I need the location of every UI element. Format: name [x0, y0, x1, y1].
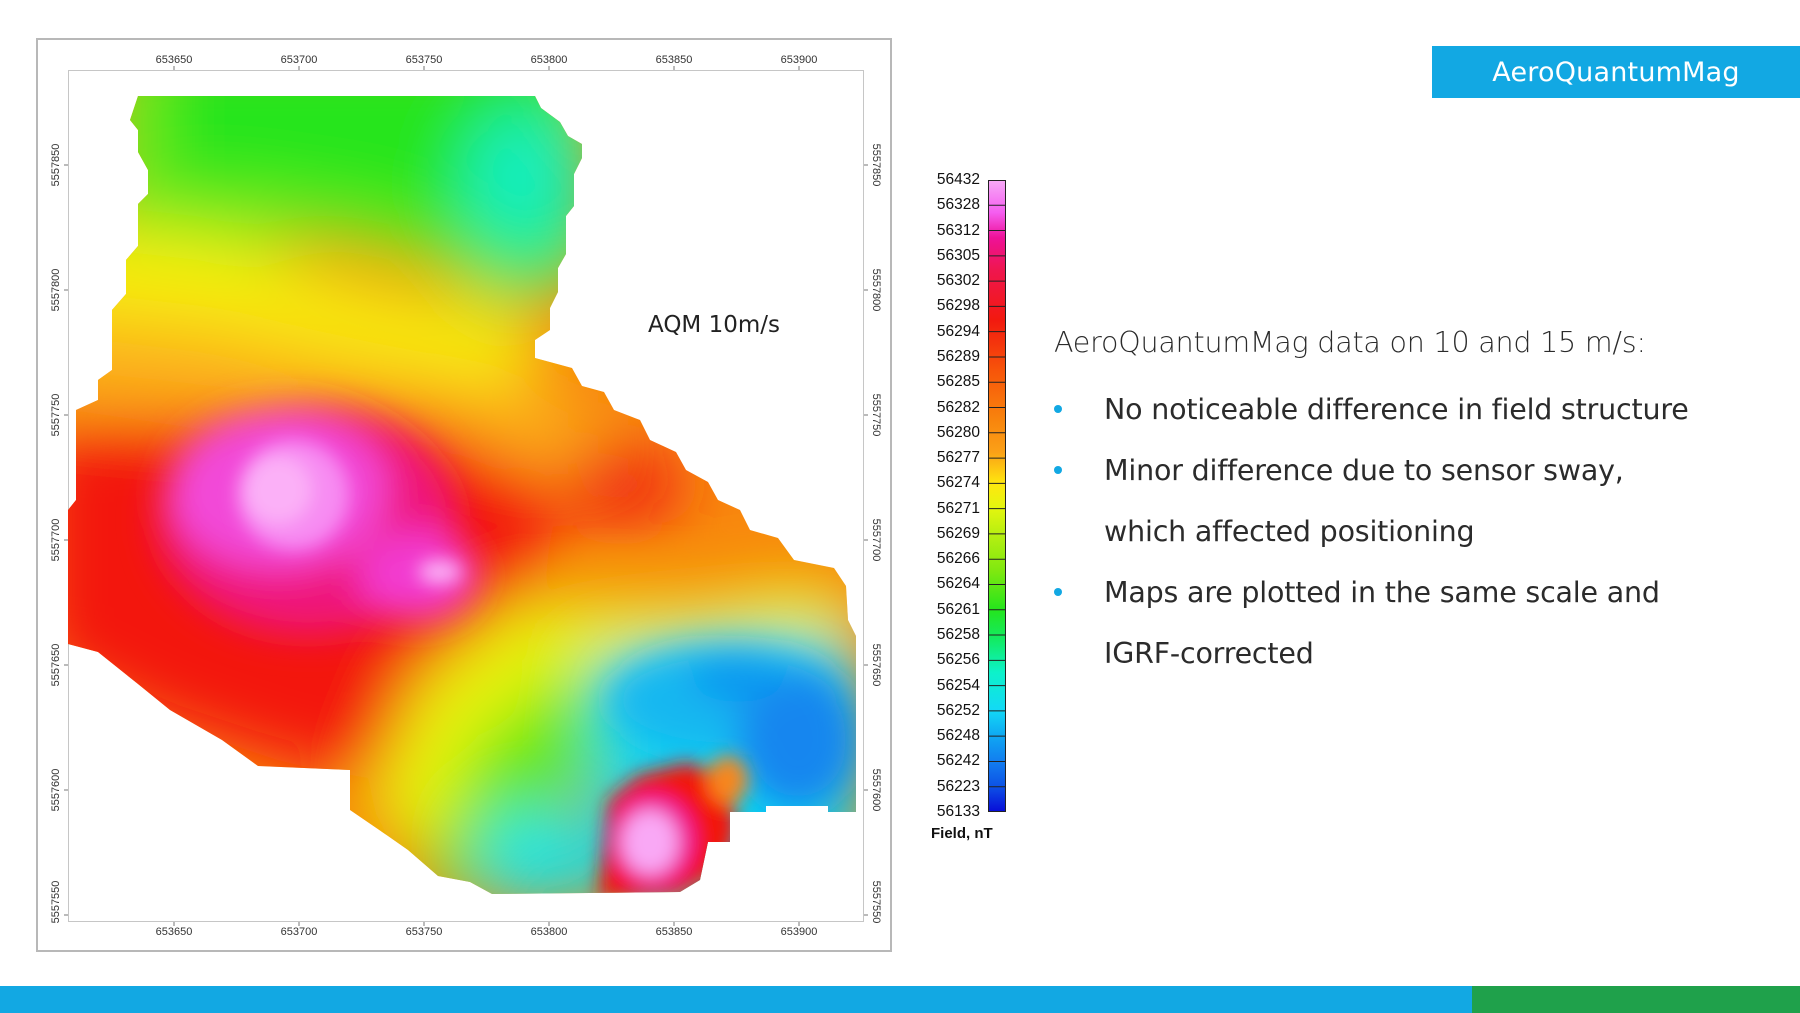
x-tick-label: 653750 [405, 926, 443, 938]
color-scale-bar [988, 180, 1006, 812]
color-scale-value: 56261 [936, 600, 980, 618]
magnetic-field-surface [64, 66, 868, 926]
x-tick-label: 653850 [655, 54, 693, 66]
bullet-dot-icon [1054, 588, 1062, 596]
bullet-item: No noticeable difference in field struct… [1054, 379, 1754, 440]
color-scale-value: 56242 [936, 752, 980, 770]
color-scale-ticks [988, 204, 1006, 788]
map-plot-area [68, 70, 864, 922]
y-tick-label: 5557600 [50, 768, 62, 812]
y-tick-label: 5557700 [870, 518, 882, 562]
color-scale-title: Field, nT [931, 825, 993, 842]
color-scale-value: 56280 [936, 423, 980, 441]
color-scale-value: 56277 [936, 449, 980, 467]
color-scale-value: 56274 [936, 474, 980, 492]
bullet-item: Minor difference due to sensor sway, whi… [1054, 440, 1754, 562]
color-scale-value: 56269 [936, 524, 980, 542]
color-scale-value: 56254 [936, 676, 980, 694]
color-scale-value: 56223 [936, 777, 980, 795]
color-scale-value: 56282 [936, 398, 980, 416]
x-tick-label: 653850 [655, 926, 693, 938]
summary-text: AeroQuantumMag data on 10 and 15 m/s: No… [1054, 326, 1754, 684]
y-tick-label: 5557600 [870, 768, 882, 812]
bullet-text: Minor difference due to sensor sway, whi… [1104, 454, 1624, 548]
color-scale-value: 56271 [936, 499, 980, 517]
x-tick-label: 653650 [155, 54, 193, 66]
y-tick-label: 5557800 [870, 268, 882, 312]
x-tick-label: 653750 [405, 54, 443, 66]
y-tick-label: 5557750 [870, 393, 882, 437]
y-tick-label: 5557850 [870, 143, 882, 187]
y-tick-label: 5557700 [50, 518, 62, 562]
color-scale-value: 56289 [936, 347, 980, 365]
color-scale-value: 56312 [936, 221, 980, 239]
bullet-text: Maps are plotted in the same scale and I… [1104, 576, 1660, 670]
x-tick-label: 653800 [530, 926, 568, 938]
map-annotation: AQM 10m/s [648, 312, 780, 338]
brand-tag: AeroQuantumMag [1432, 46, 1800, 98]
summary-heading: AeroQuantumMag data on 10 and 15 m/s: [1054, 326, 1646, 359]
y-tick-label: 5557650 [870, 643, 882, 687]
bullet-list: No noticeable difference in field struct… [1054, 379, 1754, 684]
color-scale-value: 56256 [936, 651, 980, 669]
color-scale-value: 56298 [936, 297, 980, 315]
color-scale-value: 56305 [936, 246, 980, 264]
color-scale-value: 56133 [936, 803, 980, 820]
y-tick-label: 5557750 [50, 393, 62, 437]
x-tick-label: 653900 [780, 926, 818, 938]
y-tick-label: 5557550 [870, 880, 882, 924]
color-scale-value: 56302 [936, 272, 980, 290]
color-scale-value: 56248 [936, 727, 980, 745]
map-axis-ticks [64, 66, 868, 926]
field-map: 653650 653700 653750 653800 653850 65390… [36, 38, 892, 952]
x-tick-label: 653800 [530, 54, 568, 66]
y-tick-label: 5557850 [50, 143, 62, 187]
color-scale-value: 56432 [936, 171, 980, 188]
bullet-dot-icon [1054, 466, 1062, 474]
color-scale-value: 56264 [936, 575, 980, 593]
color-scale-value: 56294 [936, 322, 980, 340]
color-scale-value: 56258 [936, 626, 980, 644]
bullet-item: Maps are plotted in the same scale and I… [1054, 562, 1754, 684]
color-scale-value: 56285 [936, 373, 980, 391]
bullet-dot-icon [1054, 405, 1062, 413]
color-scale-value: 56266 [936, 550, 980, 568]
color-scale-value: 56328 [936, 196, 980, 214]
bullet-text: No noticeable difference in field struct… [1104, 393, 1689, 426]
x-tick-label: 653700 [280, 926, 318, 938]
y-tick-label: 5557800 [50, 268, 62, 312]
x-tick-label: 653900 [780, 54, 818, 66]
y-tick-label: 5557650 [50, 643, 62, 687]
footer-band-green [1472, 986, 1800, 1013]
x-tick-label: 653700 [280, 54, 318, 66]
color-scale-value: 56252 [936, 701, 980, 719]
footer-band-blue [0, 986, 1472, 1013]
y-tick-label: 5557550 [50, 880, 62, 924]
x-tick-label: 653650 [155, 926, 193, 938]
